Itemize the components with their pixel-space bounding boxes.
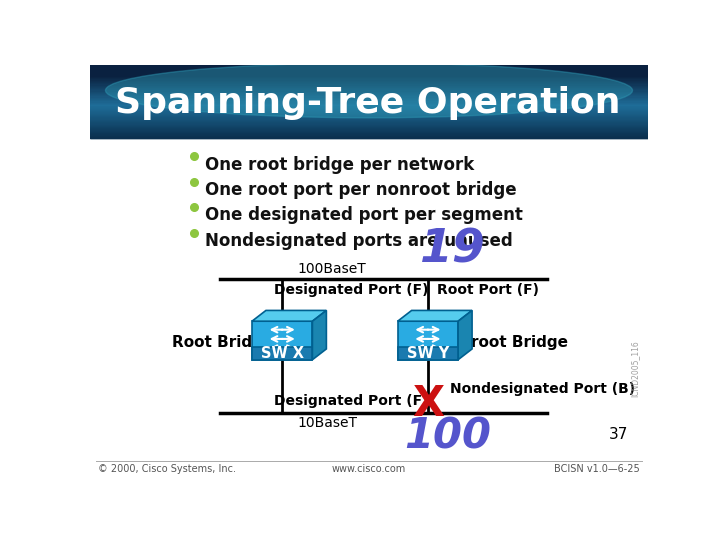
Bar [90, 78, 648, 80]
Bar [90, 65, 648, 66]
Bar [90, 130, 648, 131]
Bar [90, 100, 648, 102]
Text: Nonroot Bridge: Nonroot Bridge [437, 334, 568, 349]
Bar [90, 87, 648, 89]
Bar [90, 136, 648, 137]
Text: Nondesignated Port (B): Nondesignated Port (B) [449, 382, 635, 396]
Text: Nondesignated ports are unused: Nondesignated ports are unused [204, 232, 513, 250]
Bar [90, 97, 648, 98]
Bar [90, 118, 648, 120]
Bar [90, 121, 648, 123]
Bar [90, 98, 648, 99]
Text: BCISN v1.0—6-25: BCISN v1.0—6-25 [554, 464, 640, 474]
Bar [90, 116, 648, 118]
Bar [90, 90, 648, 92]
Text: Root Bridge: Root Bridge [171, 334, 273, 349]
Bar [252, 321, 312, 360]
Bar [90, 82, 648, 84]
Bar [90, 83, 648, 85]
Bar [90, 85, 648, 87]
Bar [90, 102, 648, 103]
Text: One designated port per segment: One designated port per segment [204, 206, 523, 225]
Text: 37: 37 [609, 427, 629, 442]
Bar [90, 66, 648, 68]
Bar [90, 112, 648, 114]
Text: One root bridge per network: One root bridge per network [204, 156, 474, 174]
Bar [90, 128, 648, 130]
Bar [90, 106, 648, 108]
Text: X: X [412, 383, 444, 424]
Bar [90, 127, 648, 129]
Bar [90, 75, 648, 76]
Bar [397, 321, 458, 360]
Text: 100BaseT: 100BaseT [297, 262, 366, 276]
Bar [90, 117, 648, 119]
Bar [252, 347, 312, 360]
Bar [90, 137, 648, 138]
Polygon shape [252, 310, 326, 321]
Bar [90, 95, 648, 97]
Text: 100: 100 [405, 416, 492, 458]
Bar [90, 65, 648, 138]
Text: SW X: SW X [261, 346, 304, 361]
Bar [90, 132, 648, 133]
Bar [90, 133, 648, 134]
Bar [90, 134, 648, 136]
Bar [90, 92, 648, 93]
Bar [90, 84, 648, 86]
Bar [90, 131, 648, 132]
Bar [90, 73, 648, 75]
Bar [90, 126, 648, 127]
Bar [90, 77, 648, 79]
Polygon shape [312, 310, 326, 360]
Bar [90, 99, 648, 100]
Bar [90, 115, 648, 117]
Bar [90, 94, 648, 96]
Bar [90, 105, 648, 106]
Text: © 2000, Cisco Systems, Inc.: © 2000, Cisco Systems, Inc. [98, 464, 235, 474]
Bar [90, 122, 648, 124]
Bar [90, 80, 648, 82]
Bar [90, 120, 648, 122]
Bar [90, 79, 648, 81]
Bar [90, 70, 648, 71]
Bar [90, 107, 648, 109]
Bar [90, 88, 648, 90]
Ellipse shape [106, 63, 632, 118]
Bar [90, 111, 648, 113]
Text: www.cisco.com: www.cisco.com [332, 464, 406, 474]
Bar [90, 104, 648, 105]
Polygon shape [397, 310, 472, 321]
Bar [397, 347, 458, 360]
Bar [90, 89, 648, 91]
Text: 19: 19 [420, 228, 486, 273]
Text: Spanning-Tree Operation: Spanning-Tree Operation [114, 85, 621, 119]
Bar [90, 68, 648, 69]
Bar [90, 76, 648, 77]
Bar [90, 110, 648, 112]
Text: Designated Port (F): Designated Port (F) [274, 284, 428, 298]
Bar [90, 123, 648, 125]
Text: 10BaseT: 10BaseT [297, 416, 358, 430]
Bar [90, 138, 648, 481]
Bar [90, 103, 648, 104]
Polygon shape [458, 310, 472, 360]
Text: One root port per nonroot bridge: One root port per nonroot bridge [204, 181, 516, 199]
Bar [90, 109, 648, 110]
Bar [90, 69, 648, 70]
Text: ICND2005_116: ICND2005_116 [630, 341, 639, 397]
Bar [90, 72, 648, 74]
Text: SW Y: SW Y [407, 346, 449, 361]
Bar [90, 125, 648, 126]
Bar [90, 71, 648, 72]
Text: Root Port (F): Root Port (F) [437, 284, 539, 298]
Bar [90, 93, 648, 94]
Text: Designated Port (F): Designated Port (F) [274, 394, 428, 408]
Bar [90, 113, 648, 115]
